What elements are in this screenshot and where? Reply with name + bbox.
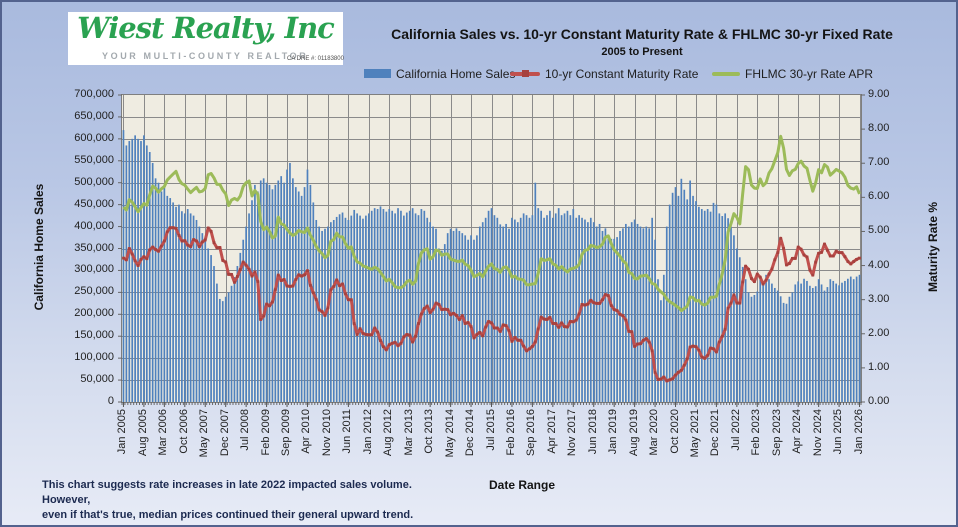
- x-tick-label: Jul 2022: [729, 409, 742, 451]
- x-tick-label: Dec 2014: [464, 409, 477, 457]
- x-tick-label: Oct 2006: [177, 409, 190, 454]
- x-tick-label: Apr 2017: [545, 409, 558, 454]
- y-left-tick-label: 500,000: [74, 175, 114, 188]
- y-left-tick-label: 650,000: [74, 109, 114, 122]
- y-right-axis-title: Maturity Rate %: [926, 201, 940, 293]
- footer-note-line1: This chart suggests rate increases in la…: [42, 479, 412, 506]
- company-tagline: YOUR MULTI-COUNTY REALTOR: [102, 51, 309, 61]
- x-tick-label: May 2007: [198, 409, 211, 458]
- y-right-tick-label: 6.00: [868, 190, 890, 203]
- y-right-tick-label: 8.00: [868, 122, 890, 135]
- plot-area: [118, 94, 865, 407]
- y-right-tick-label: 0.00: [868, 395, 890, 407]
- chart-subtitle: 2005 to Present: [601, 46, 683, 58]
- title-block: California Sales vs. 10-yr Constant Matu…: [342, 26, 942, 58]
- y-left-tick-label: 100,000: [74, 351, 114, 364]
- y-right-tick-label: 1.00: [868, 360, 890, 373]
- x-tick-label: Jan 2026: [852, 409, 865, 455]
- company-name: Wiest Realty, Inc: [77, 11, 335, 45]
- x-axis-title: Date Range: [488, 478, 556, 492]
- legend-fhlmc-swatch-icon: [712, 72, 740, 76]
- x-tick-label: Dec 2007: [218, 409, 231, 457]
- y-right-tick-label: 7.00: [868, 156, 890, 169]
- company-logo: Wiest Realty, Inc YOUR MULTI-COUNTY REAL…: [68, 11, 344, 65]
- y-left-tick-label: 200,000: [74, 307, 114, 320]
- y-right-tick-label: 3.00: [868, 292, 890, 305]
- cmt-line-markers: [122, 226, 861, 383]
- x-tick-label: May 2021: [688, 409, 701, 458]
- x-tick-label: Jan 2019: [607, 409, 620, 455]
- x-tick-label: May 2014: [443, 409, 456, 458]
- legend-cmt-label: 10-yr Constant Maturity Rate: [545, 67, 699, 81]
- y-left-tick-label: 150,000: [74, 329, 114, 342]
- x-tick-label: Nov 2010: [320, 409, 333, 457]
- x-tick-label: Jun 2018: [586, 409, 599, 455]
- x-tick-label: Apr 2024: [791, 409, 804, 454]
- x-tick-label: Sep 2023: [770, 409, 783, 457]
- y-right-tick-label: 5.00: [868, 224, 890, 237]
- x-tick-label: Dec 2021: [709, 409, 722, 457]
- x-tick-label: Aug 2019: [627, 409, 640, 457]
- y-left-tick-label: 700,000: [74, 88, 114, 100]
- legend-cmt-marker-icon: [522, 70, 529, 77]
- x-tick-label: Sep 2009: [280, 409, 293, 457]
- x-tick-label: Aug 2005: [136, 409, 149, 457]
- y-left-tick-label: 350,000: [74, 241, 114, 254]
- sales-bars: [122, 130, 861, 403]
- x-tick-label: Nov 2024: [811, 409, 824, 457]
- y-left-tick-label: 400,000: [74, 219, 114, 232]
- x-tick-label: Jan 2005: [116, 409, 129, 455]
- x-tick-label: Jan 2012: [361, 409, 374, 455]
- x-tick-label: Jun 2025: [832, 409, 845, 455]
- x-tick-label: Jul 2015: [484, 409, 497, 451]
- fhlmc-rate-line: [122, 134, 861, 313]
- y-right-tick-label: 4.00: [868, 258, 890, 271]
- y-left-tick-label: 600,000: [74, 131, 114, 144]
- chart-title: California Sales vs. 10-yr Constant Matu…: [391, 26, 893, 42]
- y-right-tick-label: 9.00: [868, 88, 890, 100]
- legend-fhlmc-label: FHLMC 30-yr Rate APR: [745, 67, 874, 81]
- x-tick-label: Mar 2006: [157, 409, 170, 456]
- y-left-tick-label: 300,000: [74, 263, 114, 276]
- x-tick-label: Oct 2013: [423, 409, 436, 454]
- x-tick-label: Jul 2008: [239, 409, 252, 451]
- legend-sales-swatch-icon: [364, 69, 391, 78]
- x-tick-label: Feb 2009: [259, 409, 272, 456]
- x-tick-label: Feb 2023: [750, 409, 763, 456]
- x-tick-label: Mar 2020: [648, 409, 661, 456]
- y-right-tick-label: 2.00: [868, 326, 890, 339]
- footer-note-line2: even if that's true, median prices conti…: [42, 509, 414, 521]
- y-left-tick-label: 450,000: [74, 197, 114, 210]
- x-tick-label: Jun 2011: [341, 409, 354, 454]
- x-tick-label: Feb 2016: [504, 409, 517, 456]
- x-tick-label: Apr 2010: [300, 409, 313, 454]
- x-tick-label: Mar 2013: [402, 409, 415, 456]
- x-tick-label: Nov 2017: [566, 409, 579, 457]
- y-left-tick-label: 250,000: [74, 285, 114, 298]
- x-tick-label: Aug 2012: [382, 409, 395, 457]
- chart-plot-svg: [118, 94, 865, 407]
- company-license: CA DRE #: 01183800: [287, 56, 344, 62]
- x-tick-label: Oct 2020: [668, 409, 681, 454]
- y-left-tick-label: 0: [107, 395, 114, 407]
- y-left-tick-label: 550,000: [74, 153, 114, 166]
- y-left-tick-label: 50,000: [80, 373, 114, 386]
- x-tick-label: Sep 2016: [525, 409, 538, 457]
- footer-note: This chart suggests rate increases in la…: [42, 478, 462, 523]
- legend-sales-label: California Home Sales: [396, 67, 516, 81]
